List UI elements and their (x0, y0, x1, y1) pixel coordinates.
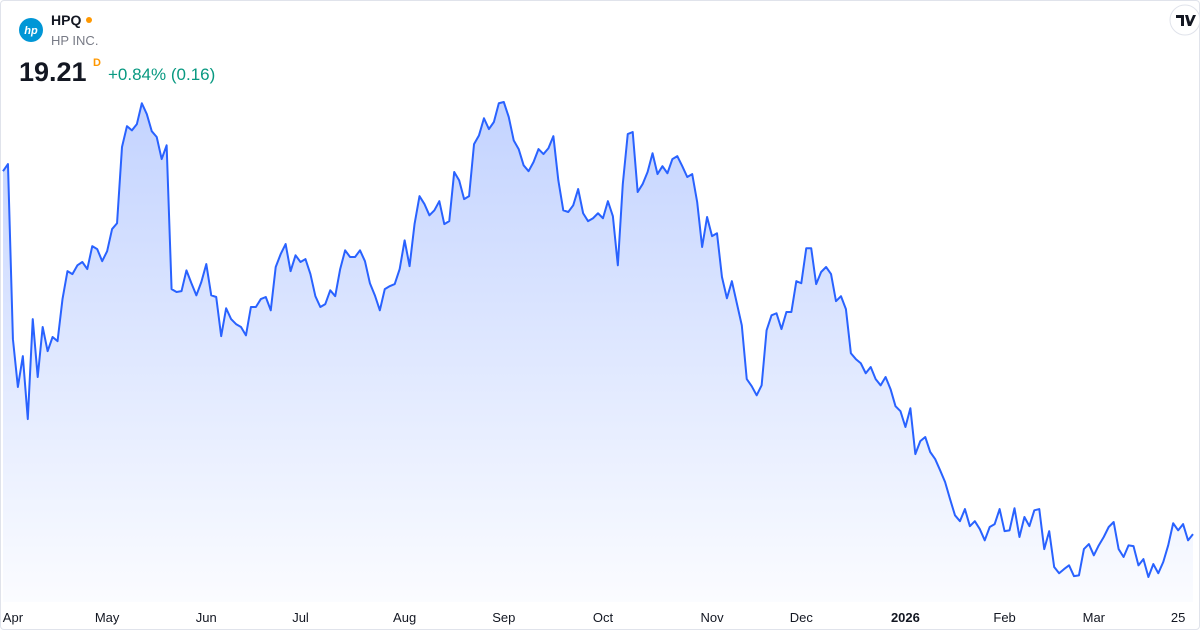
price-change: +0.84% (0.16) (108, 65, 215, 84)
x-tick-label: Sep (492, 610, 515, 625)
x-tick-label: Jul (292, 610, 309, 625)
last-price: 19.21 (19, 57, 87, 87)
company-logo (19, 18, 43, 42)
x-tick-label: 2026 (891, 610, 920, 625)
logo-text: hp (24, 25, 38, 37)
x-tick-label: Dec (790, 610, 814, 625)
interval: D (93, 57, 101, 69)
x-tick-label: Feb (993, 610, 1015, 625)
x-tick-label: May (95, 610, 120, 625)
area-fill (3, 102, 1193, 602)
x-tick-label: Mar (1083, 610, 1106, 625)
tradingview-logo (1169, 4, 1200, 36)
x-tick-label: Jun (196, 610, 217, 625)
company-name: HP INC. (51, 33, 98, 48)
x-tick-label: Oct (593, 610, 614, 625)
x-tick-label: 25 (1171, 610, 1185, 625)
x-tick-label: Nov (700, 610, 724, 625)
price-line (2, 101, 1194, 578)
symbol: HPQ (51, 12, 81, 28)
x-tick-label: Apr (3, 610, 24, 625)
x-tick-label: Aug (393, 610, 416, 625)
market-status-dot (86, 17, 92, 23)
header: hp HPQ HP INC. 19.21 D +0.84% (0.16) (19, 12, 215, 87)
